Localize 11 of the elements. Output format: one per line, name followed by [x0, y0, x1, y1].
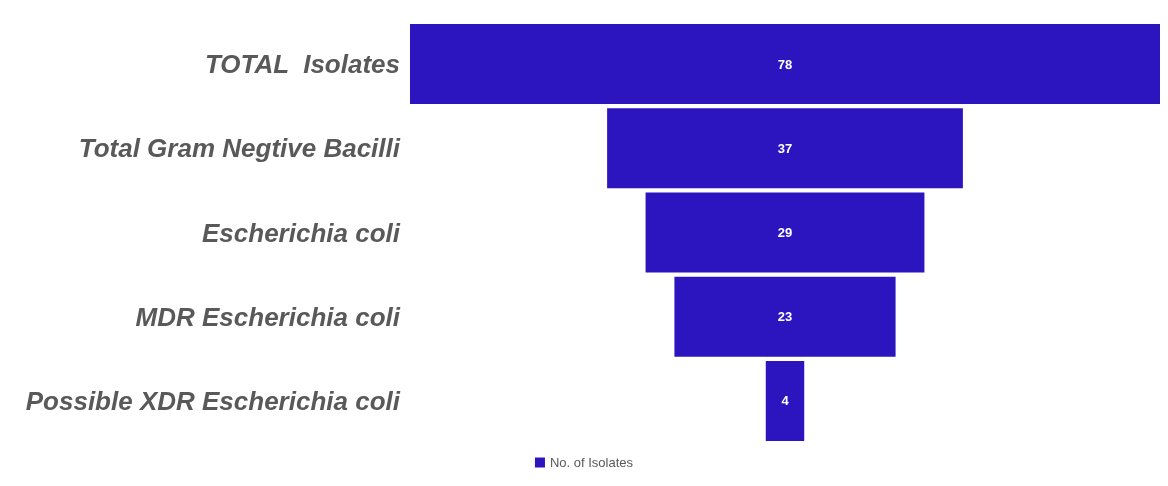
category-label: Total Gram Negtive Bacilli [78, 133, 401, 164]
data-label: 4 [781, 393, 790, 409]
data-label: 78 [777, 56, 793, 72]
category-label: Escherichia coli [202, 217, 401, 248]
category-label: Possible XDR Escherichia coli [25, 385, 401, 416]
category-label: MDR Escherichia coli [135, 301, 401, 332]
data-label: 37 [777, 140, 793, 156]
legend-label: No. of Isolates [549, 455, 634, 470]
category-label: TOTAL Isolates [204, 49, 400, 80]
data-label: 29 [777, 225, 793, 240]
data-label: 23 [777, 309, 793, 325]
